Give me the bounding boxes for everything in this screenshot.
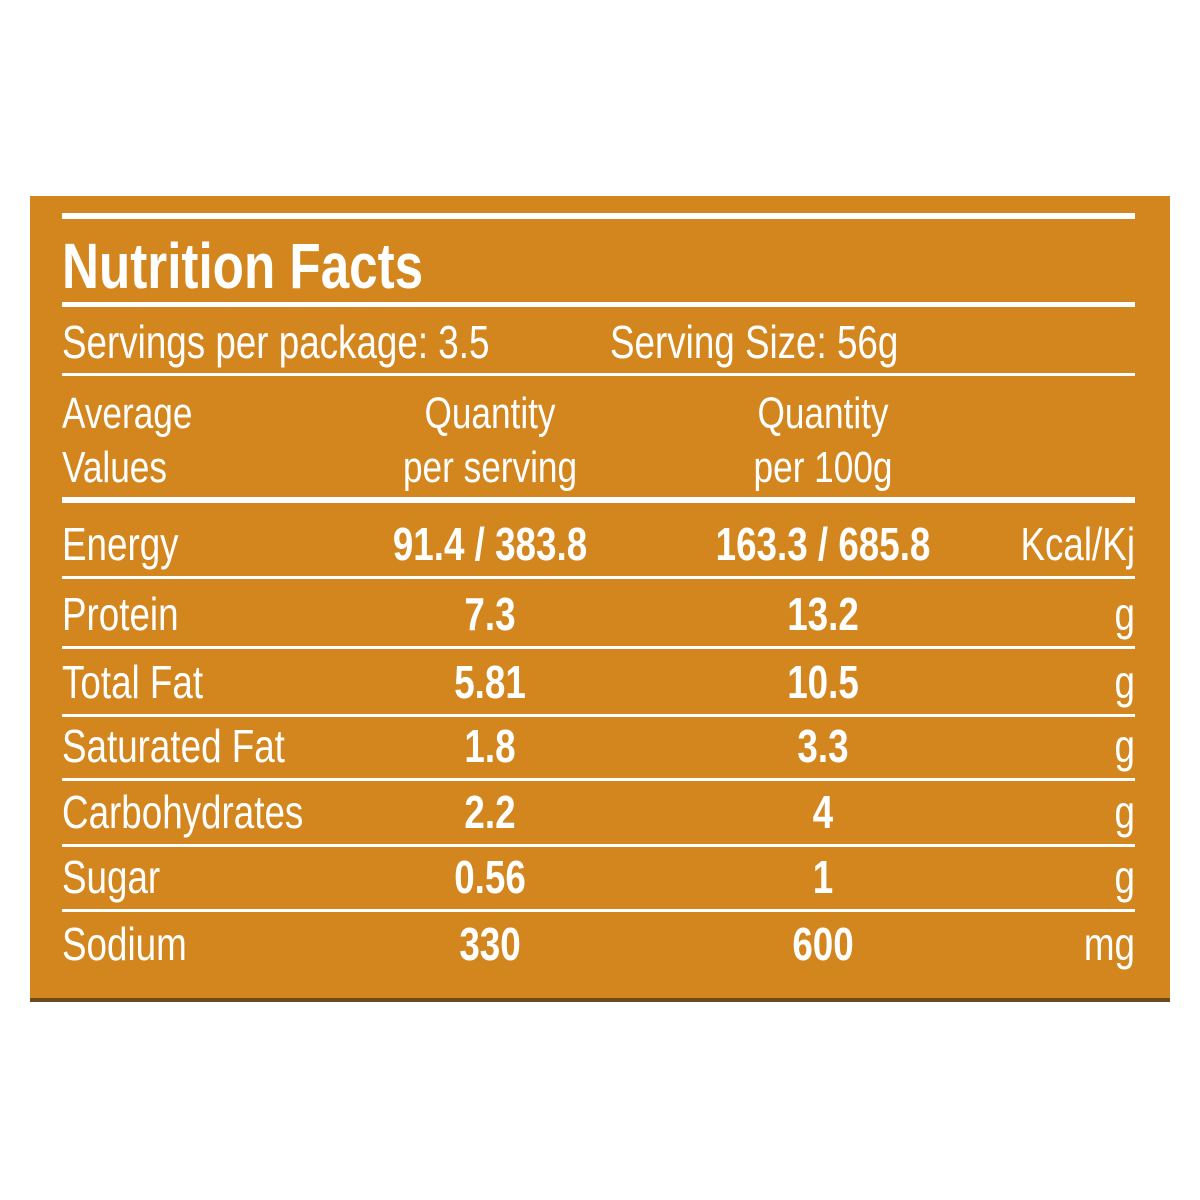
per-100g: 10.5 bbox=[787, 656, 859, 708]
label-panel bbox=[30, 196, 1170, 1002]
servings-per-package: Servings per package: 3.5 bbox=[62, 316, 489, 368]
unit: g bbox=[1115, 851, 1135, 903]
panel-edge bbox=[30, 998, 1170, 1002]
rule bbox=[62, 497, 1135, 503]
per-100g: 600 bbox=[792, 918, 853, 970]
per-serving: 2.2 bbox=[464, 786, 515, 838]
column-header: per 100g bbox=[754, 443, 893, 492]
column-header: per serving bbox=[403, 443, 577, 492]
nutrient-name: Saturated Fat bbox=[62, 720, 285, 772]
per-serving: 5.81 bbox=[454, 656, 526, 708]
row-rule bbox=[62, 909, 1135, 912]
nutrient-name: Sodium bbox=[62, 918, 187, 970]
unit: mg bbox=[1084, 918, 1135, 970]
title: Nutrition Facts bbox=[62, 232, 423, 303]
nutrient-name: Total Fat bbox=[62, 656, 203, 708]
per-serving: 0.56 bbox=[454, 851, 526, 903]
rule bbox=[62, 213, 1135, 219]
per-serving: 7.3 bbox=[464, 588, 515, 640]
row-rule bbox=[62, 576, 1135, 579]
per-100g: 4 bbox=[813, 786, 833, 838]
per-100g: 1 bbox=[813, 851, 833, 903]
column-header: Quantity bbox=[424, 389, 555, 438]
row-rule bbox=[62, 714, 1135, 717]
rules bbox=[62, 213, 1135, 503]
per-100g: 163.3 / 685.8 bbox=[716, 518, 931, 570]
rule bbox=[62, 373, 1135, 376]
column-header: Average bbox=[62, 389, 192, 438]
unit: g bbox=[1115, 656, 1135, 708]
column-header: Quantity bbox=[757, 389, 888, 438]
per-serving: 330 bbox=[459, 918, 520, 970]
unit: g bbox=[1115, 588, 1135, 640]
nutrient-name: Carbohydrates bbox=[62, 786, 303, 838]
content: Nutrition Facts Servings per package: 3.5… bbox=[62, 232, 1135, 970]
row-rule bbox=[62, 778, 1135, 781]
per-serving: 1.8 bbox=[464, 720, 515, 772]
unit: g bbox=[1115, 720, 1135, 772]
rule bbox=[62, 302, 1135, 307]
per-serving: 91.4 / 383.8 bbox=[393, 518, 587, 570]
per-100g: 3.3 bbox=[797, 720, 848, 772]
nutrient-name: Protein bbox=[62, 588, 179, 640]
unit: Kcal/Kj bbox=[1020, 518, 1135, 570]
nutrient-name: Sugar bbox=[62, 851, 160, 903]
nutrient-name: Energy bbox=[62, 518, 179, 570]
serving-size: Serving Size: 56g bbox=[610, 316, 898, 368]
per-100g: 13.2 bbox=[787, 588, 859, 640]
column-header: Values bbox=[62, 443, 167, 492]
unit: g bbox=[1115, 786, 1135, 838]
row-rule bbox=[62, 646, 1135, 649]
row-rule bbox=[62, 844, 1135, 847]
